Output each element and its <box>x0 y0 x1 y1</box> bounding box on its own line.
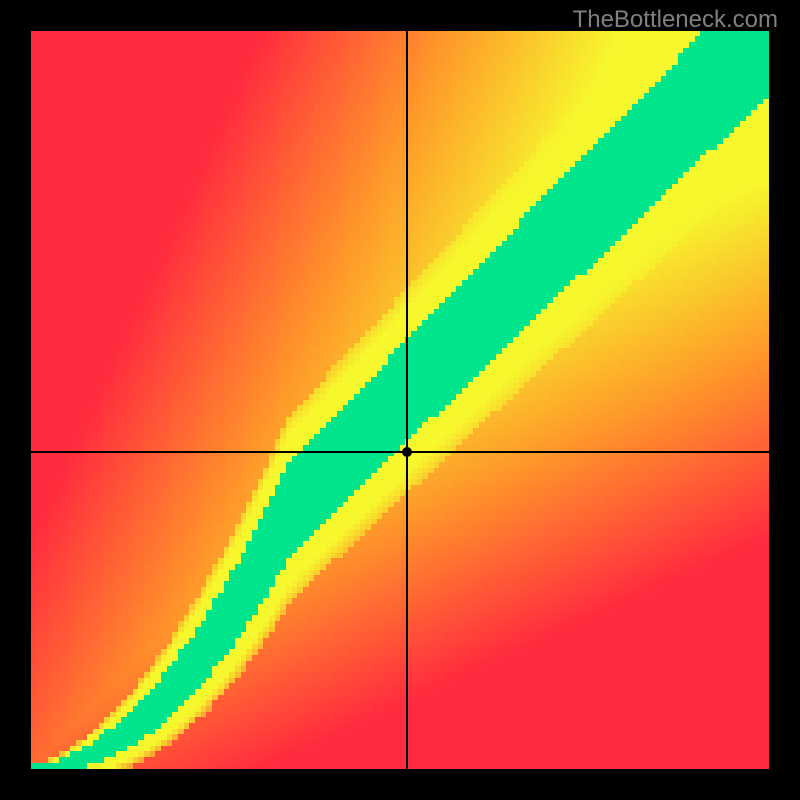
watermark-text: TheBottleneck.com <box>573 6 778 34</box>
crosshair-dot <box>402 447 412 457</box>
bottleneck-heatmap <box>31 31 769 769</box>
chart-container: TheBottleneck.com <box>0 0 800 800</box>
crosshair-vertical <box>406 31 408 769</box>
crosshair-horizontal <box>31 451 769 453</box>
